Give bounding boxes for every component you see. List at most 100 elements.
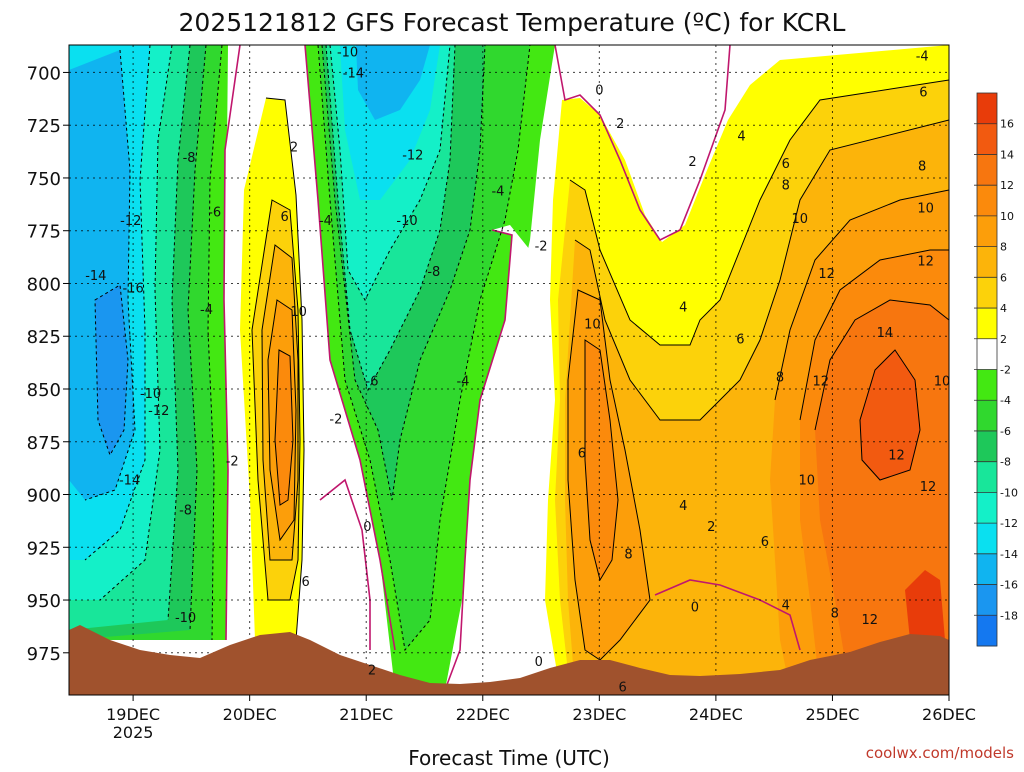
y-tick-label: 775 <box>27 222 61 243</box>
contour-label: 12 <box>920 480 937 495</box>
colorbar-swatch <box>977 154 997 186</box>
contour-label: -2 <box>535 239 548 254</box>
y-axis: 700 725 750 775 800 825 850 875 900 925 950 975 <box>27 63 69 665</box>
contour-line-zero-3 <box>319 478 371 650</box>
x-axis: 19DEC 20DEC 21DEC 22DEC 23DEC 24DEC 25DEC 26DEC… <box>106 695 976 742</box>
contour-line-warm-6 <box>569 79 949 346</box>
colorbar-swatch <box>977 615 997 647</box>
contour-label: 6 <box>761 535 769 550</box>
colorbar-swatch <box>977 246 997 278</box>
field-minus-16-to-minus-18 <box>95 285 128 455</box>
contour-label: -16 <box>122 282 143 297</box>
colorbar-label: -18 <box>1000 609 1018 622</box>
contour-label: -8 <box>179 503 192 518</box>
y-tick-label: 950 <box>27 591 61 612</box>
contour-label: -10 <box>337 45 358 60</box>
contour-label: 12 <box>917 254 934 269</box>
x-tick-label: 23DEC <box>572 705 626 724</box>
y-tick-label: 875 <box>27 433 61 454</box>
contour-line-cold-dashed-4 <box>187 45 207 631</box>
credit-link[interactable]: coolwx.com/models <box>866 744 1014 762</box>
contour-line-warm-11 <box>799 249 949 421</box>
field-plus-16-plus <box>905 570 945 640</box>
contour-label: 6 <box>280 210 288 225</box>
colorbar-swatch <box>977 553 997 586</box>
contour-label: -12 <box>148 404 169 419</box>
contour-label: -4 <box>319 214 332 229</box>
y-tick-label: 900 <box>27 486 61 507</box>
colorbar-swatch <box>977 523 997 555</box>
contour-label: -14 <box>119 474 140 489</box>
contour-line-warm-10 <box>774 189 949 401</box>
contour-line-zero-6 <box>654 579 801 651</box>
y-tick-label: 825 <box>27 327 61 348</box>
contour-label: 4 <box>679 301 687 316</box>
contour-line-warm-9 <box>584 339 619 582</box>
contour-label: -2 <box>329 413 342 428</box>
contour-label: 12 <box>861 613 878 628</box>
colorbar-swatch <box>977 400 997 432</box>
contour-label: 0 <box>595 83 603 98</box>
colorbar-label: 10 <box>1000 210 1014 223</box>
field-plus-10-to-12-c <box>585 340 618 580</box>
colorbar-swatch <box>977 215 997 248</box>
contour-label: 8 <box>776 370 784 385</box>
contour-label: 8 <box>831 607 839 622</box>
contour-line-cold-dashed-2 <box>99 45 173 601</box>
contour-label: -4 <box>456 375 469 390</box>
contour-label: 10 <box>934 375 951 390</box>
chart-title: 2025121812 GFS Forecast Temperature (ºC)… <box>179 8 846 37</box>
contour-label: -10 <box>140 387 161 402</box>
contour-line-warm-5 <box>274 349 294 506</box>
contour-line-cold-dashed-7 <box>94 284 129 457</box>
colorbar: 16 14 12 10 8 6 4 2 -2 -4 -6 -8 -10 -12 -14 -16 -18 <box>974 92 1018 647</box>
cold-airmass-band-1 <box>69 45 240 640</box>
colorbar-label: -16 <box>1000 579 1018 592</box>
contour-label: 2 <box>616 117 624 132</box>
field-minus-14-to-minus-16-b <box>356 45 430 120</box>
contour-label: 8 <box>918 159 926 174</box>
cold-airmass-band-2 <box>305 45 555 690</box>
contour-line-zero-4 <box>444 229 513 691</box>
y-tick-label: 700 <box>27 63 61 84</box>
contour-label: 14 <box>877 326 894 341</box>
contour-label: 0 <box>363 520 371 535</box>
colorbar-label: 14 <box>1000 148 1014 161</box>
contour-label: 2 <box>707 520 715 535</box>
contour-line-cold-dashed-5 <box>207 45 223 641</box>
contour-label: -4 <box>200 303 213 318</box>
x-axis-title: Forecast Time (UTC) <box>408 746 610 768</box>
contour-label: -14 <box>343 66 364 81</box>
contour-label: 6 <box>736 332 744 347</box>
contour-label: 8 <box>782 178 790 193</box>
contour-label: -2 <box>226 455 239 470</box>
colorbar-swatch <box>977 338 997 370</box>
colorbar-label: -4 <box>1000 394 1011 407</box>
contour-label: 6 <box>782 157 790 172</box>
contour-line-zero-1 <box>223 45 241 641</box>
x-tick-label: 24DEC <box>689 705 743 724</box>
contour-line-warm-4 <box>267 299 297 542</box>
colorbar-label: 16 <box>1000 118 1014 131</box>
contour-line-warm-12 <box>814 299 949 431</box>
warm-airmass-band <box>545 45 949 690</box>
colorbar-label: 12 <box>1000 179 1014 192</box>
y-tick-label: 850 <box>27 380 61 401</box>
colorbar-label: 4 <box>1000 302 1007 315</box>
contour-label: 6 <box>619 681 627 696</box>
contour-label: 10 <box>792 212 809 227</box>
contour-label: 12 <box>888 448 905 463</box>
colorbar-swatch <box>977 584 997 616</box>
contour-label: -10 <box>396 214 417 229</box>
y-tick-label: 725 <box>27 116 61 137</box>
contour-label: 6 <box>919 85 927 100</box>
contour-lines <box>84 45 949 691</box>
contour-label: -12 <box>402 149 423 164</box>
colorbar-label: -2 <box>1000 364 1011 377</box>
contour-label: -6 <box>208 206 221 221</box>
colorbar-label: -6 <box>1000 425 1011 438</box>
contour-line-warm-8 <box>567 289 651 661</box>
warm-pulse-20dec <box>226 45 330 640</box>
